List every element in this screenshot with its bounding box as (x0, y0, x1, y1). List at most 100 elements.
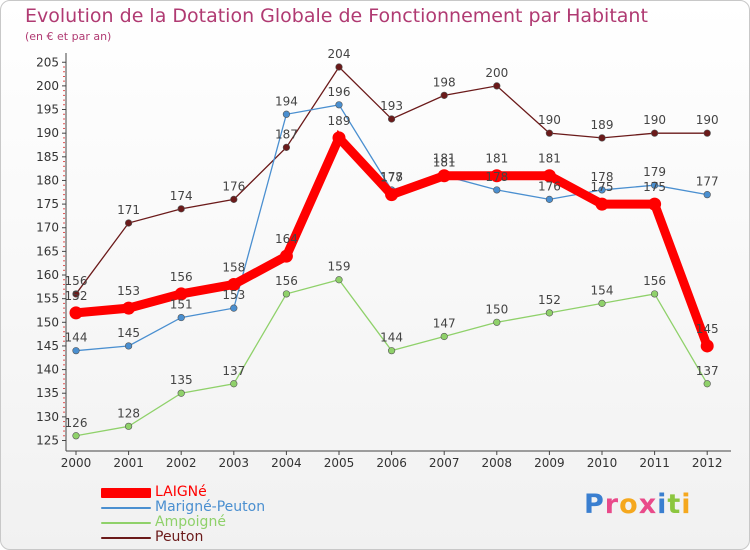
data-label: 200 (485, 66, 508, 80)
data-point (545, 309, 554, 317)
data-label: 152 (65, 289, 88, 303)
logo-letter: P (584, 489, 605, 520)
data-label: 190 (696, 113, 719, 127)
logo-letter: o (619, 489, 639, 520)
data-point (124, 219, 133, 227)
data-point (388, 347, 396, 355)
data-point (440, 332, 448, 341)
data-label: 176 (222, 179, 245, 193)
data-point (388, 115, 396, 123)
data-point (648, 197, 662, 211)
data-point (703, 129, 711, 137)
data-label: 152 (538, 293, 561, 307)
data-label: 190 (538, 113, 561, 127)
y-tick-label: 200 (36, 79, 59, 93)
y-tick-label: 145 (36, 339, 59, 353)
y-tick-label: 180 (36, 173, 59, 187)
data-label: 153 (117, 284, 140, 298)
data-point (598, 186, 606, 194)
data-label: 156 (65, 274, 88, 288)
y-tick-label: 185 (36, 150, 59, 164)
x-tick-label: 2006 (376, 456, 407, 470)
data-point (282, 110, 291, 118)
x-tick-label: 2008 (482, 456, 513, 470)
data-label: 153 (222, 288, 245, 302)
data-point (122, 301, 136, 315)
y-tick-label: 170 (36, 221, 59, 235)
x-tick-label: 2005 (324, 456, 355, 470)
legend-label: Ampoigné (155, 514, 226, 530)
data-point (335, 63, 343, 71)
legend-swatch (101, 522, 151, 524)
data-label: 144 (65, 331, 88, 345)
data-label: 189 (328, 114, 351, 128)
data-label: 171 (117, 203, 140, 217)
data-label: 178 (485, 170, 508, 184)
data-label: 178 (591, 170, 614, 184)
data-point (493, 318, 501, 326)
data-point (72, 290, 80, 298)
data-point (72, 347, 80, 355)
data-label: 156 (275, 274, 298, 288)
data-point (490, 169, 504, 183)
data-label: 177 (380, 171, 403, 185)
data-label: 135 (170, 373, 193, 387)
data-label: 190 (643, 113, 666, 127)
data-point (335, 101, 343, 109)
y-tick-label: 175 (36, 197, 59, 211)
proxiti-logo: Proxiti (584, 489, 692, 520)
data-point (703, 380, 711, 388)
data-point (279, 249, 293, 263)
chart-axes: 125 130 135 140 145 150 155 160 165 170 175 180 185 1… (36, 53, 731, 470)
y-tick-label: 125 (36, 434, 59, 448)
data-label: 181 (538, 152, 561, 166)
data-label: 151 (170, 298, 193, 312)
data-label: 196 (328, 85, 351, 99)
data-label: 137 (222, 364, 245, 378)
legend-swatch (101, 488, 151, 498)
data-point (177, 313, 185, 322)
y-tick-label: 205 (36, 55, 59, 69)
y-tick-label: 150 (36, 315, 59, 329)
data-point (437, 169, 451, 183)
data-label: 179 (643, 165, 666, 179)
logo-letter: t (667, 489, 682, 520)
x-tick-label: 2001 (113, 456, 144, 470)
data-label: 175 (643, 180, 666, 194)
series-marign-peuton (72, 101, 711, 355)
y-tick-label: 195 (36, 103, 59, 117)
legend-swatch (101, 537, 151, 539)
data-point (650, 129, 659, 137)
y-tick-label: 130 (36, 410, 59, 424)
data-label: 128 (117, 406, 140, 420)
data-label: 198 (433, 75, 456, 89)
data-point (174, 287, 188, 301)
series-peuton (72, 63, 711, 298)
data-label: 175 (591, 180, 614, 194)
data-point (385, 188, 399, 202)
data-label: 178 (380, 170, 403, 184)
x-tick-label: 2010 (587, 456, 618, 470)
data-point (700, 339, 714, 353)
legend-swatch (101, 507, 151, 509)
data-point (440, 91, 448, 99)
x-tick-label: 2011 (639, 456, 670, 470)
data-point (230, 195, 238, 203)
chart-title: Evolution de la Dotation Globale de Fonc… (25, 5, 648, 27)
data-point (542, 169, 556, 183)
x-tick-label: 2003 (219, 456, 250, 470)
data-point (69, 306, 83, 320)
data-label: 181 (433, 152, 456, 166)
x-tick-label: 2012 (692, 456, 723, 470)
data-point (230, 380, 238, 388)
logo-letter: i (681, 489, 692, 520)
legend-label: LAIGNé (155, 484, 207, 500)
x-tick-label: 2007 (429, 456, 460, 470)
series-laign (69, 129, 714, 353)
logo-letter: r (604, 489, 620, 520)
data-point (72, 432, 80, 440)
data-label: 145 (696, 322, 719, 336)
data-label: 194 (275, 94, 298, 108)
data-point (282, 143, 291, 151)
y-tick-label: 165 (36, 244, 59, 258)
